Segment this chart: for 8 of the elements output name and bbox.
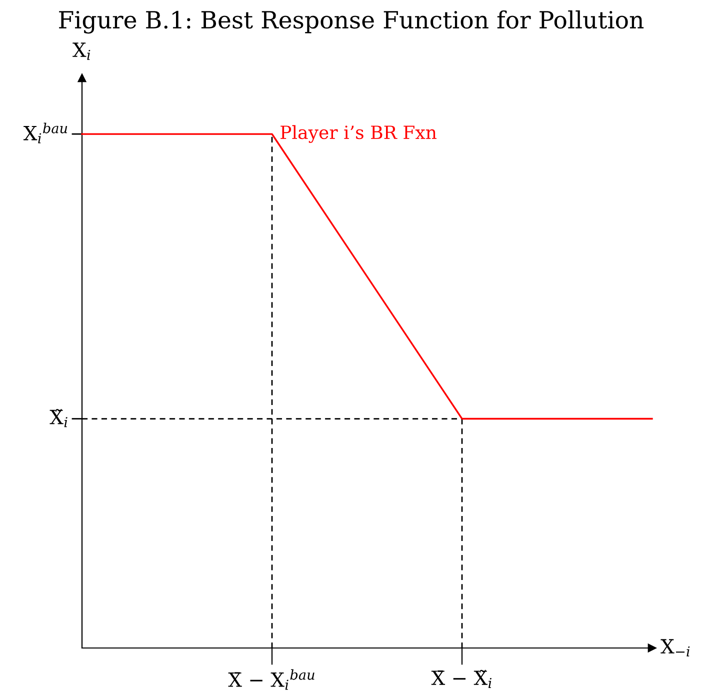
series-label: Player i’s BR Fxn — [280, 125, 436, 143]
x-tick-label: X̄ − X̃$_{i}$ — [431, 670, 492, 688]
x-axis-title: X$_{−i}$ — [660, 639, 690, 656]
chart-title: Figure B.1: Best Response Function for Pollution — [59, 10, 644, 34]
ref-line-label: X̃$_{i}$ — [50, 408, 68, 428]
ref-line-label: X$_{i}$$^{bau}$ — [24, 122, 68, 144]
x-tick-label: X̄ − X$_{i}$$^{bau}$ — [228, 669, 314, 690]
y-axis-title: X$_{i}$ — [72, 42, 90, 60]
